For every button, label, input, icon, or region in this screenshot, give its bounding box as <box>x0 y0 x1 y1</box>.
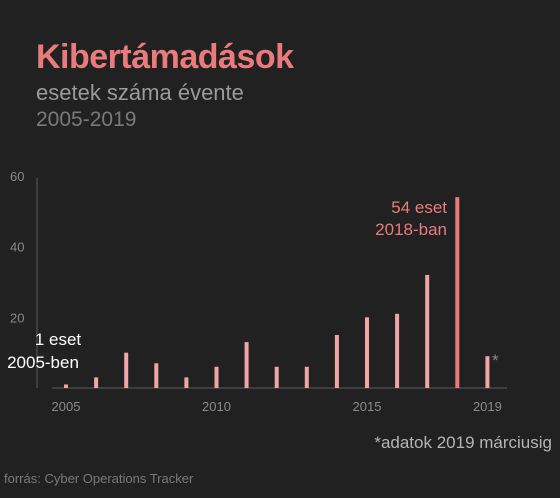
bar-2010 <box>214 366 219 388</box>
bar-2014 <box>334 335 339 388</box>
chart-title: Kibertámadások <box>36 38 294 76</box>
source-credit: forrás: Cyber Operations Tracker <box>4 471 194 486</box>
bar-2009 <box>184 377 189 388</box>
bar-2016 <box>395 313 400 388</box>
bar-2015 <box>365 317 369 388</box>
annotation-peak-line1: 54 eset <box>391 198 447 217</box>
x-tick-label: 2005 <box>52 399 81 414</box>
annotation-peak-line2: 2018-ban <box>375 220 447 239</box>
year-range: 2005-2019 <box>36 108 137 131</box>
bar-2013 <box>304 366 309 388</box>
annotation-first-year-line2: 2005-ben <box>7 353 79 372</box>
y-tick-label: 20 <box>10 310 24 325</box>
annotation-first-year-line1: 1 eset <box>35 330 82 349</box>
x-tick-label: 2010 <box>202 399 231 414</box>
bar-2005 <box>64 384 68 388</box>
y-axis-ticks: 20 40 60 <box>10 169 24 325</box>
bar-2006 <box>94 377 99 388</box>
bar-2017 <box>425 274 430 388</box>
bar-2012 <box>274 366 279 388</box>
bar-2008 <box>154 363 159 388</box>
annotations: 1 eset 2005-ben 54 eset 2018-ban * <box>7 198 499 372</box>
bar-2007 <box>124 352 129 388</box>
partial-year-marker: * <box>492 351 499 370</box>
bar-2011 <box>244 342 249 388</box>
x-tick-label: 2015 <box>353 399 382 414</box>
y-tick-label: 60 <box>10 169 24 184</box>
y-tick-label: 40 <box>10 240 24 255</box>
bar-2018 <box>455 197 460 388</box>
x-tick-label: 2019 <box>473 399 502 414</box>
bar-2019 <box>485 356 490 388</box>
data-note: *adatok 2019 márciusig <box>374 433 552 452</box>
x-axis-ticks: 2005 2010 2015 2019 <box>52 399 502 414</box>
chart-subtitle: esetek száma évente <box>36 80 244 105</box>
bars <box>64 197 490 388</box>
